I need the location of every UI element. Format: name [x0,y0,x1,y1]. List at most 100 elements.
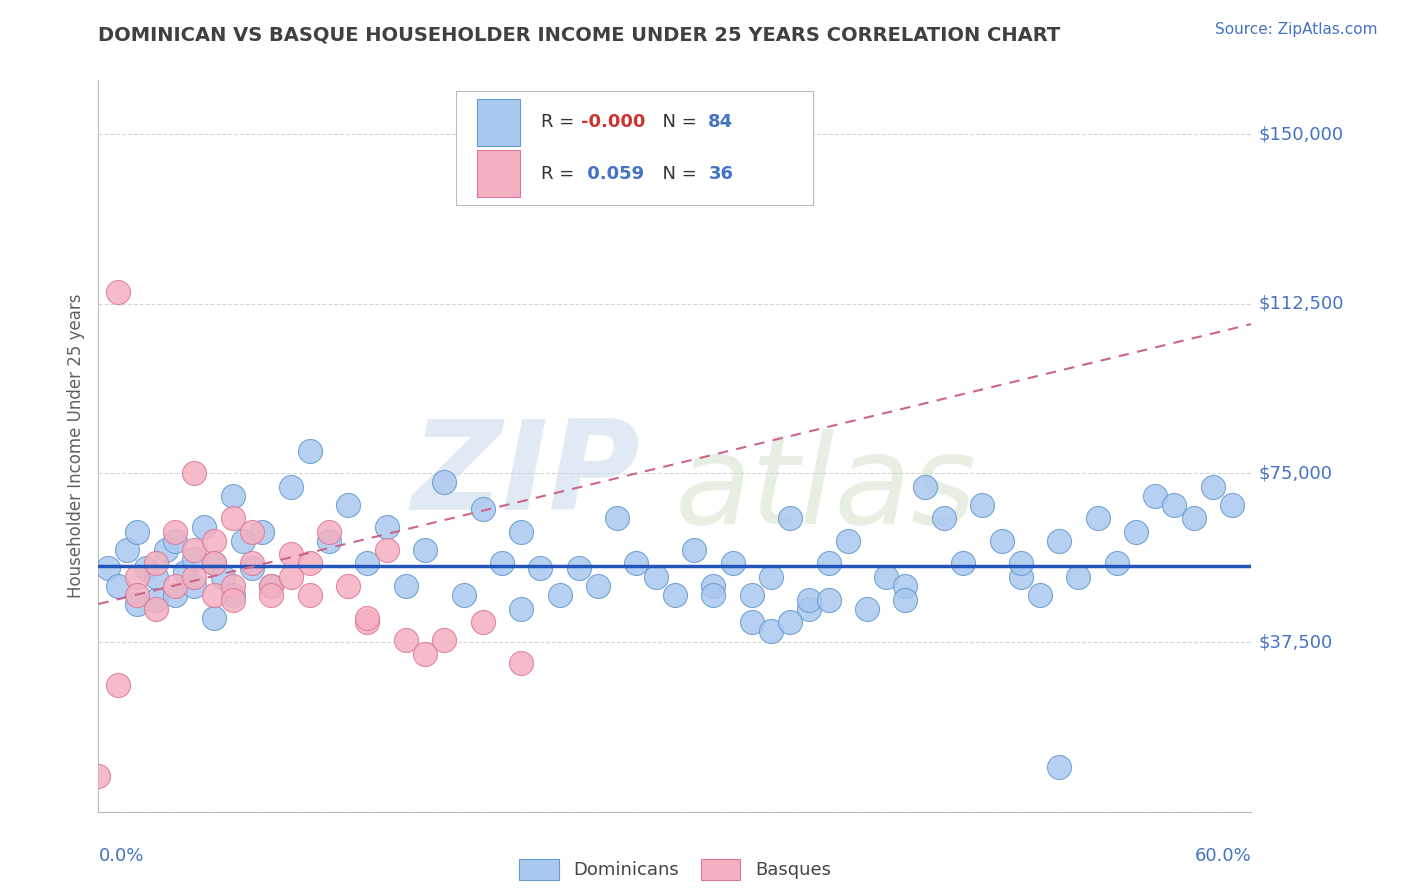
Point [1010,570,1032,584]
Point [260,579,283,593]
Point [240,561,263,575]
Text: 36: 36 [709,164,734,183]
Point [817,557,839,571]
Point [1047,533,1070,548]
Point [1067,570,1090,584]
Point [568,561,591,575]
Point [280,480,302,494]
Text: atlas: atlas [675,429,977,550]
Point [135,561,157,575]
Point [491,557,513,571]
Point [145,570,167,584]
Point [529,561,551,575]
Point [799,601,821,615]
Point [510,601,533,615]
Text: $75,000: $75,000 [1258,464,1333,482]
Text: 60.0%: 60.0% [1195,847,1251,865]
Point [298,588,321,602]
Point [721,557,744,571]
Point [117,542,138,557]
Point [510,524,533,539]
Point [356,610,378,624]
Point [1029,588,1052,602]
Text: Source: ZipAtlas.com: Source: ZipAtlas.com [1215,22,1378,37]
FancyBboxPatch shape [477,99,520,146]
Text: 0.059: 0.059 [582,164,644,183]
Point [202,557,225,571]
Point [165,524,187,539]
Point [759,570,782,584]
Point [952,557,974,571]
Point [231,533,254,548]
Point [222,592,245,607]
Point [433,475,456,489]
Point [183,579,205,593]
Point [202,610,225,624]
Point [1125,524,1147,539]
Point [318,524,340,539]
Point [165,579,187,593]
Point [145,557,167,571]
Point [240,524,263,539]
Point [779,615,801,629]
Point [433,633,456,648]
Point [932,511,955,525]
Point [222,588,245,602]
Point [337,579,360,593]
Text: 0.0%: 0.0% [98,847,143,865]
Point [107,285,129,300]
Point [413,542,436,557]
Point [664,588,686,602]
Text: $150,000: $150,000 [1258,126,1344,144]
Point [702,588,724,602]
Point [222,489,245,503]
Point [1047,759,1070,773]
Point [702,579,724,593]
Point [856,601,879,615]
Point [125,570,148,584]
Point [155,542,177,557]
Point [453,588,475,602]
Point [1220,498,1243,512]
Point [683,542,706,557]
Point [395,633,418,648]
Text: N =: N = [651,113,702,131]
Point [799,592,821,607]
Point [914,480,936,494]
Point [193,520,215,534]
Point [817,592,839,607]
Point [395,579,418,593]
FancyBboxPatch shape [456,91,813,204]
Point [280,570,302,584]
Point [356,615,378,629]
Point [894,579,917,593]
Point [1202,480,1225,494]
Point [125,597,148,611]
Point [990,533,1012,548]
Text: R =: R = [541,164,581,183]
Point [165,533,187,548]
Point [250,524,273,539]
Point [222,579,245,593]
Point [183,570,205,584]
Point [212,570,235,584]
Point [1182,511,1205,525]
Point [174,566,197,580]
Point [87,769,110,783]
Point [125,524,148,539]
Point [183,542,205,557]
Text: $37,500: $37,500 [1258,633,1333,651]
Text: -0.000: -0.000 [582,113,645,131]
Text: N =: N = [651,164,702,183]
Point [202,533,225,548]
Point [97,561,120,575]
Point [318,533,340,548]
Point [375,542,398,557]
Point [107,678,129,692]
Point [280,547,302,561]
Text: R =: R = [541,113,581,131]
Point [1087,511,1109,525]
Point [202,588,225,602]
Point [1144,489,1167,503]
Point [875,570,897,584]
